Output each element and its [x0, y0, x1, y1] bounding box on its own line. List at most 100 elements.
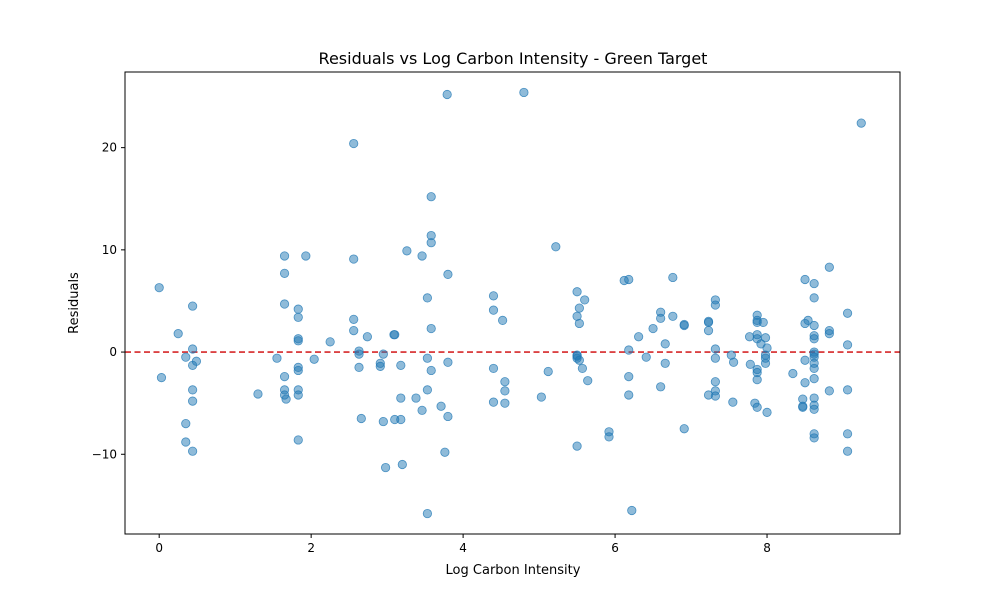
x-axis-label: Log Carbon Intensity — [446, 563, 581, 578]
data-point — [762, 343, 772, 353]
data-point — [809, 278, 819, 289]
data-point — [543, 366, 553, 377]
data-point — [417, 405, 427, 415]
data-point — [426, 323, 436, 334]
data-point — [842, 308, 853, 318]
data-point — [378, 349, 388, 359]
data-point — [668, 311, 678, 321]
data-point — [309, 354, 319, 364]
data-point — [668, 272, 678, 283]
data-point — [679, 424, 689, 434]
x-axis-ticks: 0 2 4 6 8 — [155, 534, 771, 555]
data-point — [824, 329, 834, 339]
data-point — [745, 359, 755, 369]
x-tick-label: 2 — [307, 541, 315, 555]
y-tick-label: 20 — [102, 141, 117, 155]
y-tick-label: 10 — [102, 243, 117, 257]
data-point — [500, 386, 510, 396]
data-point — [752, 375, 762, 385]
data-point — [488, 305, 499, 315]
data-point — [397, 459, 407, 470]
data-point — [809, 433, 819, 443]
data-point — [426, 192, 436, 202]
y-axis-label: Residuals — [67, 272, 82, 334]
data-point — [279, 371, 290, 382]
data-point — [272, 353, 282, 363]
data-point — [191, 356, 202, 366]
data-point — [798, 402, 808, 412]
data-point — [824, 386, 834, 396]
data-point — [710, 300, 720, 310]
data-point — [426, 238, 436, 248]
data-point — [583, 376, 593, 386]
data-point — [354, 362, 364, 372]
data-point — [624, 371, 634, 382]
data-point — [188, 396, 198, 406]
data-point — [293, 435, 303, 445]
data-point — [762, 407, 772, 417]
data-point — [809, 363, 819, 374]
data-point — [488, 291, 499, 301]
data-point — [349, 254, 359, 264]
data-point — [809, 293, 819, 303]
data-point — [381, 462, 391, 473]
data-point — [656, 382, 666, 392]
data-point — [574, 318, 584, 329]
data-point — [500, 377, 510, 387]
data-point — [551, 242, 561, 252]
data-point — [279, 299, 290, 309]
data-point — [800, 355, 810, 365]
data-point — [703, 325, 714, 336]
data-point — [440, 447, 450, 457]
data-point — [660, 339, 670, 349]
x-tick-label: 6 — [611, 541, 619, 555]
data-point — [519, 87, 529, 98]
data-point — [536, 392, 546, 402]
data-point — [402, 246, 412, 256]
data-point — [624, 274, 634, 285]
data-point — [356, 413, 366, 424]
data-point — [293, 336, 303, 346]
data-point — [349, 138, 359, 149]
data-point — [422, 353, 432, 363]
data-point — [436, 401, 446, 411]
data-point — [574, 303, 584, 313]
data-point — [580, 295, 590, 305]
data-point — [809, 404, 819, 414]
y-tick-label: −10 — [92, 447, 117, 461]
data-point — [488, 397, 499, 407]
data-point — [181, 419, 191, 429]
data-point — [422, 385, 432, 395]
data-point — [574, 355, 584, 365]
data-point — [396, 393, 406, 403]
data-point — [624, 345, 634, 355]
data-point — [396, 414, 406, 425]
data-point — [728, 397, 738, 407]
data-point — [752, 402, 762, 412]
data-point — [301, 251, 311, 261]
data-point — [325, 337, 335, 347]
data-point — [627, 505, 637, 516]
y-axis-ticks: −10 0 10 20 — [92, 141, 125, 461]
data-point — [803, 315, 813, 325]
data-point — [354, 349, 364, 359]
data-point — [293, 365, 303, 376]
data-point — [809, 334, 819, 344]
x-tick-label: 8 — [763, 541, 771, 555]
data-point — [443, 269, 453, 279]
data-point — [488, 363, 499, 374]
data-point — [824, 262, 834, 272]
data-point — [577, 363, 588, 374]
data-point — [498, 315, 508, 325]
data-point — [422, 508, 432, 519]
data-point — [390, 330, 400, 340]
data-point — [500, 398, 510, 408]
data-point — [660, 358, 670, 368]
data-point — [293, 312, 303, 322]
data-point — [417, 251, 427, 261]
data-point — [443, 357, 453, 367]
data-point — [648, 323, 658, 334]
data-point — [842, 385, 853, 395]
data-point — [842, 446, 853, 456]
